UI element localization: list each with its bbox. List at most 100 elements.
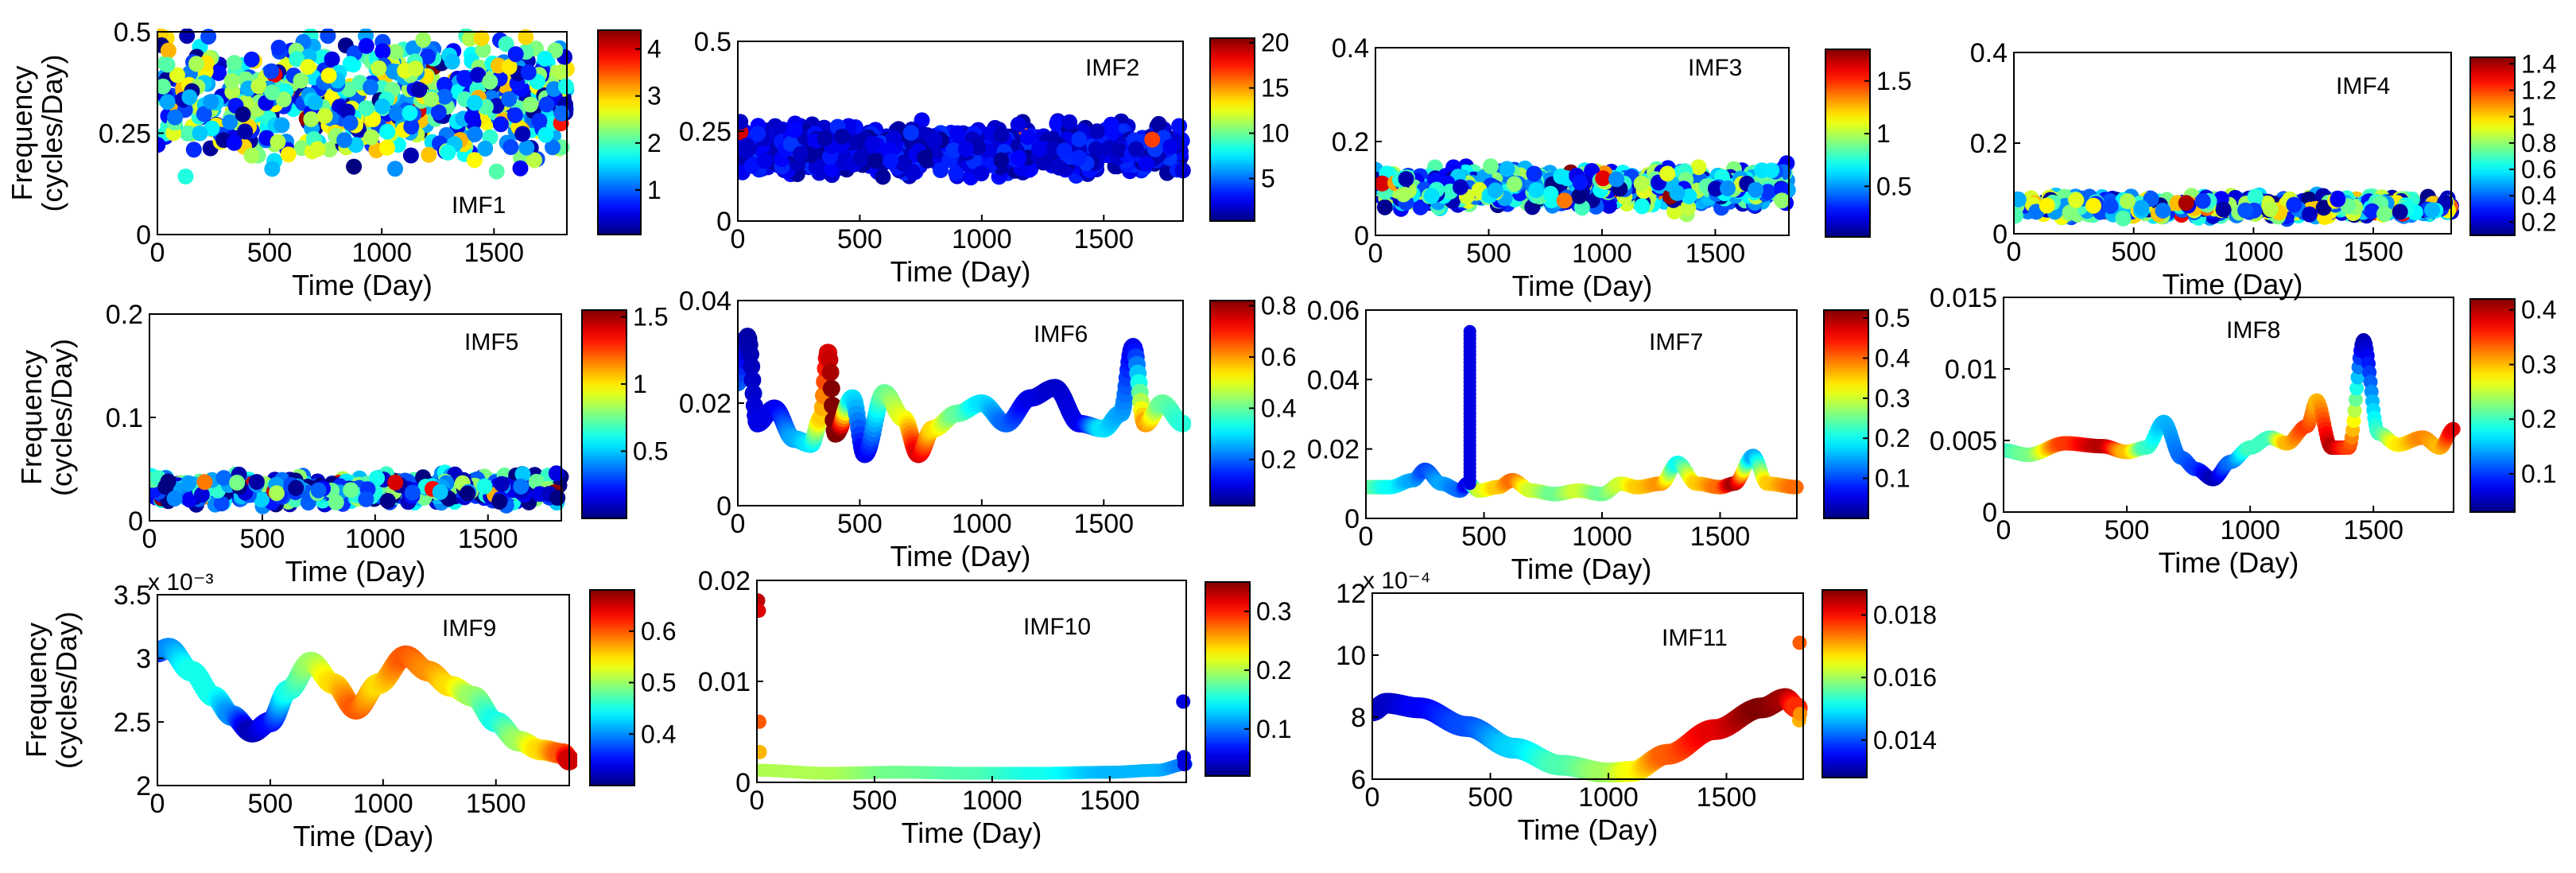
imf1-point xyxy=(264,161,281,177)
imf1-point xyxy=(320,29,336,45)
imf2-point xyxy=(902,125,919,141)
imf4-point xyxy=(2237,202,2254,219)
imf4-point xyxy=(2286,196,2302,213)
imf5-point xyxy=(196,474,213,491)
imf1-point xyxy=(545,139,561,156)
imf3-xtick-label: 500 xyxy=(1466,239,1511,269)
imf2-point xyxy=(867,153,883,169)
imf5-xtick-label: 0 xyxy=(142,524,157,554)
imf2-point xyxy=(756,153,773,169)
imf4-point xyxy=(2301,206,2318,223)
imf1-point xyxy=(477,140,494,157)
imf1-xtick-label: 0 xyxy=(150,238,165,268)
imf2-point xyxy=(1144,131,1161,148)
imf4-ytick-label: 0 xyxy=(1992,219,2008,250)
imf3-point xyxy=(1506,176,1523,192)
imf3-point xyxy=(1680,200,1697,216)
imf1-point xyxy=(470,67,487,83)
imf2-ytick-label: 0.25 xyxy=(679,117,731,147)
imf4-colorbar-tick-label: 1 xyxy=(2521,103,2535,131)
imf4-point xyxy=(2262,201,2279,218)
imf2-ytick-label: 0.5 xyxy=(694,27,731,57)
imf2-point xyxy=(1162,138,1179,155)
imf7-xtick-label: 0 xyxy=(1359,522,1374,552)
imf3-data xyxy=(1375,155,1796,223)
imf1-point xyxy=(185,142,202,158)
imf1-point xyxy=(436,76,452,93)
imf2-point xyxy=(786,122,803,138)
imf1-point xyxy=(303,111,320,127)
imf4-title: IMF4 xyxy=(2336,73,2390,99)
imf1-point xyxy=(388,105,405,122)
imf1-point xyxy=(553,64,569,80)
imf1-point xyxy=(157,137,166,153)
imf2-point xyxy=(1088,123,1105,140)
imf7-data xyxy=(1366,324,1804,502)
imf4-colorbar-tick-label: 1.4 xyxy=(2521,49,2556,78)
imf1-point xyxy=(488,163,505,180)
imf2-point xyxy=(957,141,974,157)
imf5-point xyxy=(460,485,476,502)
imf4-xtick-label: 0 xyxy=(2007,237,2022,267)
imf1-point xyxy=(379,139,395,156)
imf1-point xyxy=(379,123,396,140)
imf5-ytick-label: 0 xyxy=(128,506,143,537)
imf4-point xyxy=(2155,202,2171,219)
imf1-point xyxy=(492,116,509,133)
imf2-point xyxy=(743,157,760,174)
imf1-point xyxy=(293,72,309,89)
imf4-colorbar-tick-label: 0.2 xyxy=(2521,208,2556,236)
ylabel-line2: (cycles/Day) xyxy=(36,54,68,211)
imf1-point xyxy=(415,32,432,48)
imf7-ytick-label: 0.02 xyxy=(1307,435,1360,465)
imf4-xtick-label: 1000 xyxy=(2224,237,2284,267)
imf5-ylabel: Frequency(cycles/Day) xyxy=(15,339,78,496)
imf2-point xyxy=(782,135,799,152)
imf3-point xyxy=(1759,184,1776,200)
imf1-ylabel: Frequency(cycles/Day) xyxy=(6,54,68,211)
imf1-point xyxy=(370,60,387,76)
imf1-point xyxy=(157,78,172,95)
imf3-point xyxy=(1608,171,1625,188)
imf3-point xyxy=(1720,180,1736,196)
imf2-point xyxy=(1049,115,1065,132)
imf7-xtick-label: 1500 xyxy=(1690,522,1751,552)
imf1-point xyxy=(482,73,499,90)
imf1-point xyxy=(466,152,483,169)
imf3-point xyxy=(1487,182,1503,199)
imf7-colorbar-tick-label: 0.2 xyxy=(1875,424,1910,452)
imf2-point xyxy=(1051,159,1068,176)
imf1-point xyxy=(188,56,204,72)
imf3-ytick-label: 0 xyxy=(1354,221,1369,251)
imf5-point xyxy=(528,473,545,490)
imf3-point xyxy=(1571,188,1588,204)
ylabel-line1: Frequency xyxy=(6,65,38,200)
imf3-ytick-label: 0.2 xyxy=(1332,127,1369,157)
imf1-colorbar-tick-label: 2 xyxy=(647,129,661,157)
imf2-point xyxy=(1171,118,1188,134)
imf3-point xyxy=(1774,192,1790,209)
imf1-point xyxy=(181,89,198,106)
imf1-point xyxy=(420,48,436,65)
imf1-point xyxy=(274,117,290,134)
imf4-point xyxy=(2085,197,2101,214)
imf5-point xyxy=(181,491,198,508)
imf5-ytick-label: 0.2 xyxy=(106,300,143,330)
imf1-point xyxy=(179,29,196,45)
imf7-colorbar-tick-label: 0.5 xyxy=(1875,304,1910,332)
imf5-point xyxy=(491,493,508,510)
imf2-point xyxy=(1061,114,1078,130)
imf7-spike-point xyxy=(1463,324,1476,338)
imf2-point xyxy=(817,130,833,147)
imf1-point xyxy=(177,169,194,184)
imf1-point xyxy=(363,129,380,146)
imf1-point xyxy=(473,30,490,46)
imf6-ytick-label: 0.02 xyxy=(679,389,731,419)
imf1-colorbar-tick-label: 4 xyxy=(647,35,661,64)
imf3-point xyxy=(1707,180,1724,197)
imf2-point xyxy=(1127,141,1144,157)
imf4-point xyxy=(2178,195,2194,211)
imf5-colorbar-tick-label: 1 xyxy=(633,370,647,398)
